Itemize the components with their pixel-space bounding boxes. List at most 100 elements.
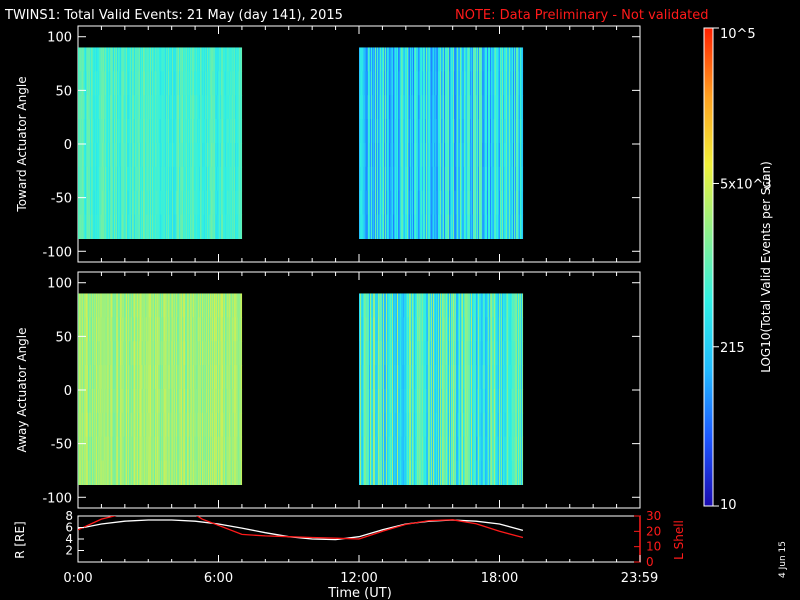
toward-heat-cell bbox=[232, 95, 234, 120]
away-heat-cell bbox=[376, 365, 378, 390]
away-heat-cell bbox=[102, 293, 104, 318]
toward-heat-cell bbox=[203, 47, 205, 72]
away-heat-cell bbox=[432, 388, 434, 414]
toward-heat-cell bbox=[152, 142, 154, 168]
toward-heat-cell bbox=[449, 119, 451, 144]
away-heat-cell bbox=[224, 365, 226, 390]
toward-heat-cell bbox=[120, 190, 122, 216]
away-heat-cell bbox=[88, 317, 90, 342]
toward-heat-cell bbox=[484, 47, 486, 72]
away-heat-cell bbox=[226, 412, 228, 438]
toward-heat-cell bbox=[495, 47, 497, 72]
toward-heat-cell bbox=[433, 71, 435, 96]
away-heat-cell bbox=[372, 341, 374, 366]
away-heat-cell bbox=[427, 460, 429, 485]
away-heat-cell bbox=[136, 341, 138, 366]
toward-heat-cell bbox=[217, 190, 219, 216]
away-heat-cell bbox=[195, 460, 197, 485]
toward-heat-cell bbox=[369, 95, 371, 120]
away-heat-cell bbox=[217, 388, 219, 414]
toward-heat-cell bbox=[124, 119, 126, 144]
toward-heat-cell bbox=[84, 119, 86, 144]
toward-heat-cell bbox=[495, 190, 497, 216]
toward-heat-cell bbox=[150, 190, 152, 216]
away-heat-cell bbox=[380, 293, 382, 318]
toward-heat-cell bbox=[430, 142, 432, 168]
toward-heat-cell bbox=[498, 166, 500, 192]
toward-heat-cell bbox=[119, 142, 121, 168]
away-heat-cell bbox=[404, 341, 406, 366]
away-heat-cell bbox=[409, 412, 411, 438]
away-heat-cell bbox=[364, 365, 366, 390]
away-heat-cell bbox=[479, 365, 481, 390]
toward-heat-cell bbox=[385, 166, 387, 192]
away-heat-cell bbox=[391, 317, 393, 342]
away-heat-cell bbox=[450, 436, 452, 462]
away-heat-cell bbox=[438, 460, 440, 485]
away-heat-cell bbox=[385, 365, 387, 390]
toward-heat-cell bbox=[422, 142, 424, 168]
away-heat-cell bbox=[398, 388, 400, 414]
toward-heat-cell bbox=[112, 190, 114, 216]
toward-heat-cell bbox=[456, 142, 458, 168]
away-heat-cell bbox=[474, 460, 476, 485]
toward-heat-cell bbox=[382, 95, 384, 120]
toward-heat-cell bbox=[495, 166, 497, 192]
toward-heat-cell bbox=[224, 190, 226, 216]
toward-heat-cell bbox=[468, 95, 470, 120]
toward-heat-cell bbox=[213, 142, 215, 168]
away-heat-cell bbox=[441, 412, 443, 438]
toward-heat-cell bbox=[447, 214, 449, 239]
away-heat-cell bbox=[179, 365, 181, 390]
away-heat-cell bbox=[400, 388, 402, 414]
toward-heat-cell bbox=[381, 71, 383, 96]
away-heat-cell bbox=[400, 365, 402, 390]
toward-heat-cell bbox=[146, 190, 148, 216]
toward-heat-cell bbox=[189, 71, 191, 96]
away-heat-cell bbox=[389, 412, 391, 438]
toward-heat-cell bbox=[99, 142, 101, 168]
toward-heat-cell bbox=[429, 142, 431, 168]
toward-heat-cell bbox=[199, 47, 201, 72]
away-heat-cell bbox=[181, 365, 183, 390]
away-heat-cell bbox=[380, 317, 382, 342]
away-heat-cell bbox=[386, 460, 388, 485]
away-heat-cell bbox=[183, 412, 185, 438]
away-heat-cell bbox=[431, 341, 433, 366]
away-heat-cell bbox=[131, 293, 133, 318]
toward-heat-cell bbox=[414, 47, 416, 72]
toward-heat-cell bbox=[120, 47, 122, 72]
away-heat-cell bbox=[102, 388, 104, 414]
away-heat-cell bbox=[141, 365, 143, 390]
toward-heat-cell bbox=[377, 190, 379, 216]
away-heat-cell bbox=[157, 388, 159, 414]
toward-heat-cell bbox=[515, 47, 517, 72]
toward-heat-cell bbox=[191, 214, 193, 239]
toward-heat-cell bbox=[427, 166, 429, 192]
away-heat-cell bbox=[391, 293, 393, 318]
toward-heat-cell bbox=[512, 142, 514, 168]
away-heat-cell bbox=[396, 388, 398, 414]
away-heat-cell bbox=[160, 365, 162, 390]
away-heat-cell bbox=[145, 460, 147, 485]
away-heat-cell bbox=[449, 460, 451, 485]
away-heat-cell bbox=[387, 412, 389, 438]
away-heat-cell bbox=[204, 293, 206, 318]
toward-heat-cell bbox=[220, 95, 222, 120]
away-heat-cell bbox=[235, 388, 237, 414]
toward-heat-cell bbox=[396, 142, 398, 168]
away-heat-cell bbox=[413, 460, 415, 485]
away-heat-cell bbox=[386, 341, 388, 366]
toward-heat-cell bbox=[174, 142, 176, 168]
toward-heat-cell bbox=[149, 119, 151, 144]
toward-heat-cell bbox=[446, 142, 448, 168]
away-heat-cell bbox=[442, 436, 444, 462]
toward-heat-cell bbox=[146, 71, 148, 96]
toward-heat-cell bbox=[464, 214, 466, 239]
away-heat-cell bbox=[125, 317, 127, 342]
away-heat-cell bbox=[401, 293, 403, 318]
toward-heat-cell bbox=[458, 190, 460, 216]
toward-heat-cell bbox=[237, 47, 239, 72]
away-heat-cell bbox=[411, 436, 413, 462]
toward-heat-cell bbox=[489, 119, 491, 144]
